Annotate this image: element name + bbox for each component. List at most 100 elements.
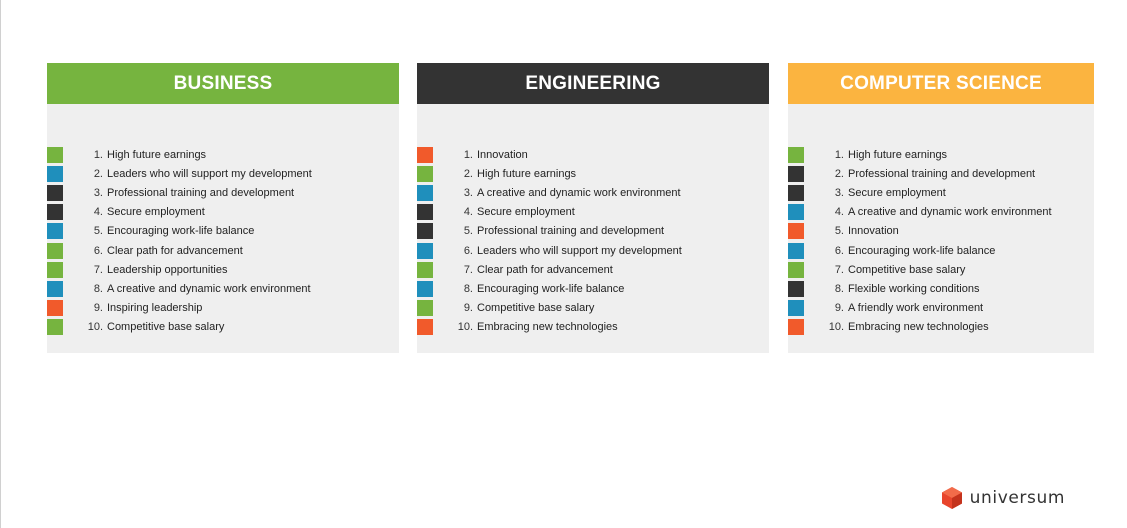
list-item: 4. A creative and dynamic work environmen… <box>788 203 1094 222</box>
list-item: 8. Flexible working conditions <box>788 279 1094 298</box>
attribute-label: Secure employment <box>848 186 946 199</box>
category-color-swatch <box>788 204 804 221</box>
category-color-swatch <box>417 280 433 297</box>
list-item: 3. Secure employment <box>788 183 1094 202</box>
category-color-swatch <box>47 223 63 240</box>
rank-number: 1. <box>463 148 473 161</box>
list-item: 2. High future earnings <box>417 164 769 183</box>
list-item: 5. Encouraging work-life balance <box>47 222 399 241</box>
category-color-swatch <box>47 184 63 201</box>
category-color-swatch <box>417 204 433 221</box>
rank-number: 2. <box>463 167 473 180</box>
rank-number: 8. <box>463 282 473 295</box>
list-item: 8. Encouraging work-life balance <box>417 279 769 298</box>
list-item: 6. Encouraging work-life balance <box>788 241 1094 260</box>
attribute-label: Embracing new technologies <box>848 321 989 334</box>
category-color-swatch <box>47 165 63 182</box>
category-color-swatch <box>47 204 63 221</box>
attribute-label: Competitive base salary <box>848 263 966 276</box>
attribute-label: Leaders who will support my development <box>477 244 682 257</box>
ranking-list-computer-science: 1. High future earnings 2. Professional tra… <box>788 145 1094 337</box>
list-item: 10. Embracing new technologies <box>788 318 1094 337</box>
panel-business: BUSINESS 1. High future earnings 2. Leaders… <box>47 63 399 353</box>
rank-number: 9. <box>93 302 103 315</box>
rank-number: 4. <box>834 206 844 219</box>
list-item: 9. A friendly work environment <box>788 299 1094 318</box>
list-item: 2. Professional training and development <box>788 164 1094 183</box>
rank-number: 5. <box>463 225 473 238</box>
rank-number: 1. <box>93 148 103 161</box>
attribute-label: Encouraging work-life balance <box>477 282 625 295</box>
category-color-swatch <box>417 165 433 182</box>
rank-number: 2. <box>93 167 103 180</box>
category-color-swatch <box>788 223 804 240</box>
category-color-swatch <box>417 319 433 336</box>
category-color-swatch <box>47 280 63 297</box>
universum-logo-icon <box>941 487 962 509</box>
list-item: 3. A creative and dynamic work environmen… <box>417 183 769 202</box>
list-item: 7. Competitive base salary <box>788 260 1094 279</box>
list-item: 10. Embracing new technologies <box>417 318 769 337</box>
category-color-swatch <box>788 184 804 201</box>
page-left-border <box>0 0 1 528</box>
rank-number: 8. <box>93 282 103 295</box>
brand-name: universum <box>969 488 1065 508</box>
rank-number: 7. <box>463 263 473 276</box>
list-item: 1. High future earnings <box>788 145 1094 164</box>
rank-number: 5. <box>834 225 844 238</box>
attribute-label: A creative and dynamic work environment <box>848 206 1052 219</box>
list-item: 6. Clear path for advancement <box>47 241 399 260</box>
list-item: 8. A creative and dynamic work environmen… <box>47 279 399 298</box>
attribute-label: Clear path for advancement <box>107 244 243 257</box>
attribute-label: High future earnings <box>477 167 577 180</box>
category-color-swatch <box>788 280 804 297</box>
attribute-label: Leaders who will support my development <box>107 167 312 180</box>
ranking-list-engineering: 1. Innovation 2. High future earnings 3. A cr… <box>417 145 769 337</box>
attribute-label: Clear path for advancement <box>477 263 613 276</box>
attribute-label: Flexible working conditions <box>848 282 980 295</box>
category-color-swatch <box>47 242 63 259</box>
attribute-label: Innovation <box>477 148 528 161</box>
rank-number: 6. <box>93 244 103 257</box>
category-color-swatch <box>788 242 804 259</box>
category-color-swatch <box>47 300 63 317</box>
rank-number: 9. <box>834 302 844 315</box>
category-color-swatch <box>47 261 63 278</box>
list-item: 9. Competitive base salary <box>417 299 769 318</box>
attribute-label: A creative and dynamic work environment <box>107 282 311 295</box>
attribute-label: Embracing new technologies <box>477 321 618 334</box>
attribute-label: Secure employment <box>107 206 205 219</box>
category-color-swatch <box>47 146 63 163</box>
rank-number: 8. <box>834 282 844 295</box>
rank-number: 10. <box>87 321 103 334</box>
category-color-swatch <box>47 319 63 336</box>
category-color-swatch <box>417 261 433 278</box>
list-item: 4. Secure employment <box>417 203 769 222</box>
category-color-swatch <box>417 223 433 240</box>
rank-number: 10. <box>457 321 473 334</box>
category-color-swatch <box>788 300 804 317</box>
list-item: 3. Professional training and development <box>47 183 399 202</box>
rank-number: 3. <box>463 186 473 199</box>
list-item: 7. Clear path for advancement <box>417 260 769 279</box>
rank-number: 4. <box>463 206 473 219</box>
attribute-label: Encouraging work-life balance <box>848 244 996 257</box>
attribute-label: Competitive base salary <box>477 302 595 315</box>
rank-number: 6. <box>834 244 844 257</box>
list-item: 1. High future earnings <box>47 145 399 164</box>
attribute-label: Innovation <box>848 225 899 238</box>
list-item: 10. Competitive base salary <box>47 318 399 337</box>
list-item: 9. Inspiring leadership <box>47 299 399 318</box>
list-item: 4. Secure employment <box>47 203 399 222</box>
attribute-label: Professional training and development <box>477 225 665 238</box>
rank-number: 7. <box>93 263 103 276</box>
rank-number: 6. <box>463 244 473 257</box>
rank-number: 3. <box>834 186 844 199</box>
panel-engineering: ENGINEERING 1. Innovation 2. High future ea… <box>417 63 769 353</box>
attribute-label: Competitive base salary <box>107 321 225 334</box>
category-color-swatch <box>417 300 433 317</box>
rank-number: 3. <box>93 186 103 199</box>
category-color-swatch <box>788 319 804 336</box>
rank-number: 1. <box>834 148 844 161</box>
rank-number: 5. <box>93 225 103 238</box>
